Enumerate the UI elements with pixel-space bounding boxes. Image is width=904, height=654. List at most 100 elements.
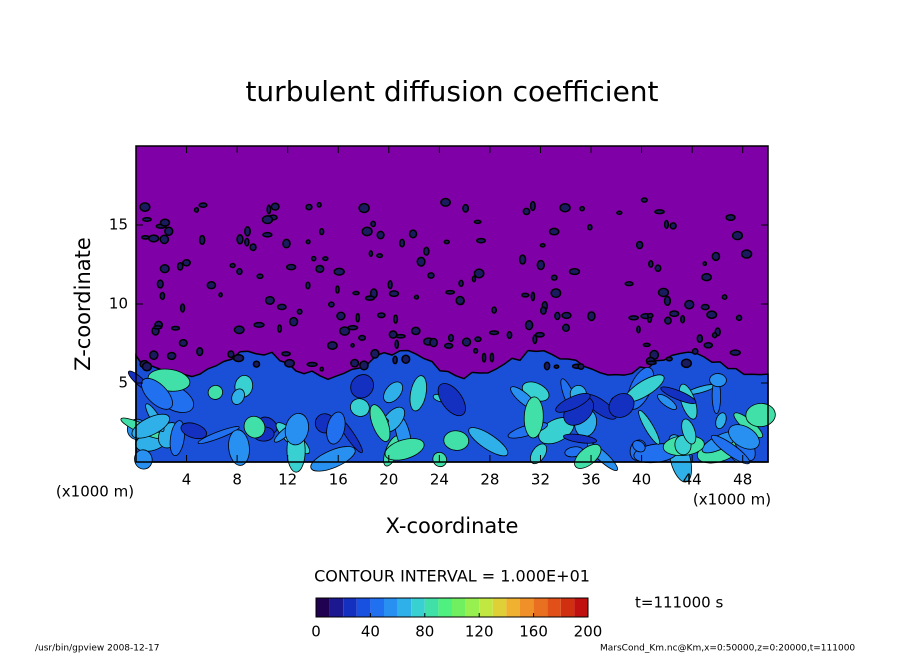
contour-blob bbox=[306, 361, 318, 367]
contour-blob bbox=[440, 197, 451, 207]
contour-blob bbox=[646, 360, 657, 366]
contour-blob bbox=[416, 256, 426, 267]
contour-blob bbox=[663, 219, 670, 230]
eddy bbox=[349, 398, 370, 417]
eddy bbox=[228, 429, 250, 466]
contour-blob bbox=[164, 226, 174, 236]
contour-blob bbox=[232, 354, 245, 363]
contour-blob bbox=[262, 231, 273, 238]
x-tick-label: 36 bbox=[581, 471, 600, 489]
contour-blob bbox=[318, 227, 325, 236]
colorbar-box bbox=[411, 598, 425, 617]
contour-blob bbox=[476, 237, 487, 244]
contour-blob bbox=[628, 315, 640, 321]
x-tick-label: 4 bbox=[182, 471, 192, 489]
contour-blob bbox=[669, 222, 677, 230]
x-axis-label: X-coordinate bbox=[386, 514, 519, 538]
contour-blob bbox=[534, 331, 545, 338]
eddy bbox=[131, 413, 171, 439]
contour-blob bbox=[429, 337, 439, 348]
contour-blob bbox=[166, 351, 177, 361]
contour-blob bbox=[399, 238, 406, 248]
contour-blob bbox=[721, 294, 728, 301]
contour-blob bbox=[284, 358, 295, 368]
contour-blob bbox=[227, 350, 235, 359]
eddy bbox=[197, 426, 240, 444]
contour-blob bbox=[529, 200, 536, 212]
colorbar-box bbox=[520, 598, 534, 617]
contour-blob bbox=[548, 227, 560, 236]
contour-blob bbox=[711, 331, 718, 339]
contour-blob bbox=[142, 216, 152, 222]
contour-blob bbox=[561, 323, 571, 332]
contour-blob bbox=[206, 281, 217, 290]
colorbar-box bbox=[533, 598, 548, 617]
contour-blob bbox=[376, 230, 385, 240]
contour-blob bbox=[253, 321, 265, 328]
contour-blob bbox=[148, 350, 159, 361]
contour-blob bbox=[266, 204, 272, 215]
y-tick-label: 10 bbox=[109, 295, 128, 313]
contour-blob bbox=[654, 209, 665, 215]
contour-blob bbox=[277, 324, 283, 333]
contour-blob bbox=[669, 310, 680, 318]
contour-blob bbox=[458, 279, 464, 288]
contour-blob bbox=[706, 310, 718, 320]
contour-blob bbox=[481, 352, 487, 363]
contour-blob bbox=[352, 290, 360, 296]
contour-blob bbox=[539, 306, 547, 315]
contour-blob bbox=[176, 262, 184, 271]
contour-blob bbox=[401, 354, 411, 364]
contour-blob bbox=[178, 338, 188, 348]
contour-blob bbox=[236, 234, 244, 245]
x-tick-label: 44 bbox=[683, 471, 702, 489]
contour-blob bbox=[731, 230, 744, 241]
eddy bbox=[608, 393, 635, 418]
contour-blob bbox=[474, 336, 482, 343]
y-axis-label: Z-coordinate bbox=[71, 237, 95, 371]
colorbar-box bbox=[329, 598, 344, 617]
contour-blob bbox=[322, 256, 329, 262]
contour-blob bbox=[139, 202, 151, 212]
colorbar-box bbox=[356, 598, 371, 617]
eddy bbox=[709, 373, 727, 388]
contour-blob bbox=[703, 342, 714, 349]
contour-blob bbox=[489, 352, 495, 363]
contour-blob bbox=[305, 281, 311, 290]
contour-blob bbox=[236, 268, 243, 276]
contour-blob bbox=[550, 274, 558, 281]
contour-blob bbox=[536, 259, 546, 271]
colorbar-box bbox=[465, 598, 480, 617]
colorbar-box bbox=[438, 598, 452, 617]
contour-blob bbox=[701, 273, 713, 282]
eddy bbox=[369, 404, 391, 442]
colorbar-tick-label: 120 bbox=[465, 623, 494, 641]
contour-blob bbox=[276, 303, 287, 311]
contour-blob bbox=[315, 264, 325, 274]
eddy bbox=[632, 440, 646, 453]
eddy bbox=[468, 427, 509, 457]
contour-blob bbox=[664, 316, 672, 325]
contour-blob bbox=[244, 226, 251, 237]
contour-blob bbox=[635, 240, 644, 250]
contour-blob bbox=[364, 295, 376, 301]
eddy bbox=[409, 375, 427, 412]
contour-blob bbox=[310, 255, 317, 262]
contour-blob bbox=[553, 364, 560, 369]
contour-blob bbox=[646, 312, 654, 319]
y-tick-label: 15 bbox=[109, 216, 128, 234]
contour-blob bbox=[443, 239, 451, 245]
footer-right: MarsCond_Km.nc@Km,x=0:50000,z=0:20000,t=… bbox=[600, 644, 855, 654]
contour-blob bbox=[559, 202, 571, 213]
eddy bbox=[437, 383, 466, 417]
contour-blob bbox=[413, 294, 420, 300]
contour-blob bbox=[376, 253, 384, 259]
eddy bbox=[310, 446, 356, 472]
x-unit-right: (x1000 m) bbox=[693, 491, 771, 509]
x-tick-label: 8 bbox=[232, 471, 242, 489]
contour-blob bbox=[636, 325, 641, 334]
contour-blob bbox=[539, 243, 546, 248]
contour-blob bbox=[624, 281, 634, 287]
eddy bbox=[180, 422, 207, 440]
contour-blob bbox=[554, 311, 561, 321]
